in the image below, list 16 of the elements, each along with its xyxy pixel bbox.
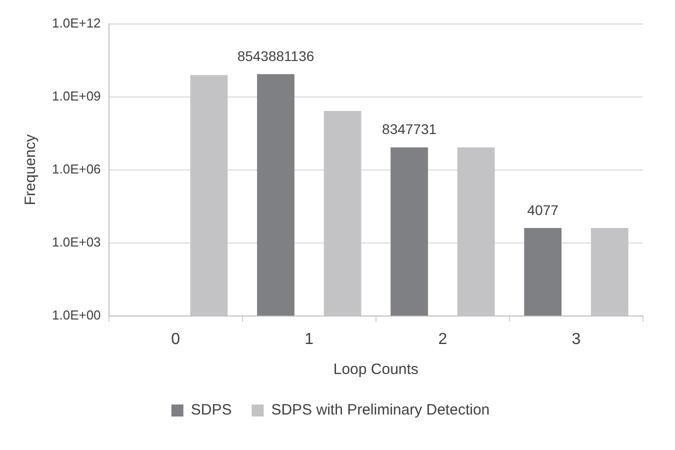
x-tick-label: 0 [171,330,180,348]
x-tick-label: 2 [438,330,448,348]
data-label: 8347731 [382,121,437,138]
y-tick-label: 1.0E+09 [52,88,101,104]
x-tick-label: 1 [304,330,314,348]
y-tick-label: 1.0E+03 [52,234,101,250]
legend-label: SDPS [190,402,232,419]
x-axis-title: Loop Counts [333,361,418,378]
legend-label: SDPS with Preliminary Detection [271,402,490,419]
y-tick-label: 1.0E+00 [52,307,101,322]
y-tick-label: 1.0E+12 [52,15,101,30]
y-axis-title: Frequency [22,134,40,206]
x-tick-label: 3 [572,330,581,348]
data-label: 4077 [527,202,559,218]
data-label: 8543881136 [237,48,314,64]
y-tick-label: 1.0E+06 [52,161,101,176]
